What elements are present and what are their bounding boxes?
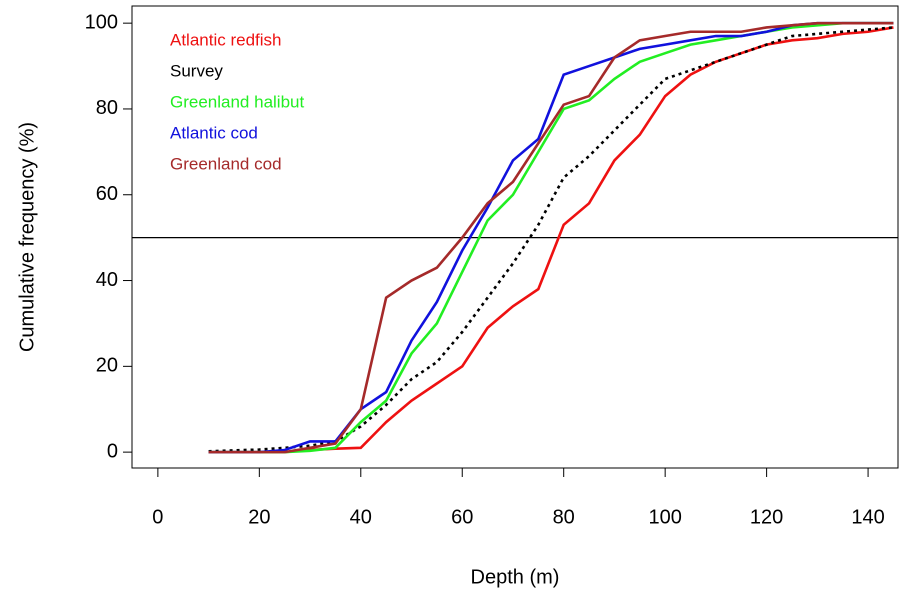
x-tick-label: 120 [750,506,783,528]
x-tick-label: 20 [248,506,270,528]
x-axis-label: Depth (m) [471,566,560,588]
plot-frame [131,5,899,469]
legend-entry: Survey [170,61,223,80]
x-tick-label: 80 [553,506,575,528]
x-tick-label: 140 [851,506,884,528]
series-line [208,26,894,453]
x-tick-label: 60 [451,506,473,528]
legend-entry: Greenland halibut [170,92,304,111]
y-tick-label: 40 [96,269,118,291]
y-tick-label: 80 [96,97,118,119]
legend-entry: Atlantic cod [170,123,258,142]
x-tick-label: 100 [648,506,681,528]
series-line [208,21,894,454]
x-tick-label: 0 [152,506,163,528]
legend-entry: Atlantic redfish [170,30,282,49]
series-line [208,26,894,454]
x-tick-label: 40 [350,506,372,528]
y-axis-label: Cumulative frequency (%) [16,122,38,352]
series-line [208,21,894,454]
y-tick-label: 100 [85,11,118,33]
y-tick-label: 0 [107,440,118,462]
legend-entry: Greenland cod [170,154,282,173]
y-tick-label: 60 [96,183,118,205]
y-tick-label: 20 [96,355,118,377]
